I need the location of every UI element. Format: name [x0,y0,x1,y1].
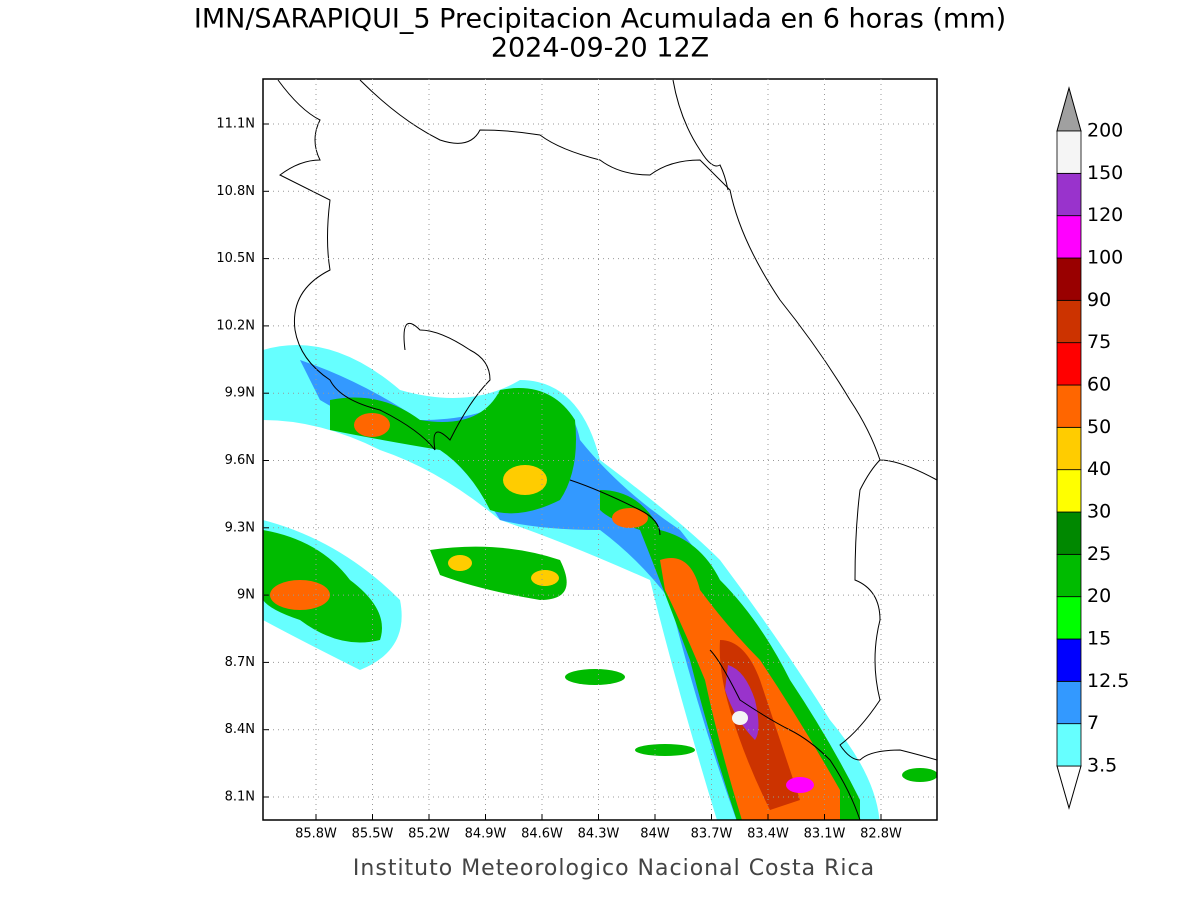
lat-tick-label: 10.8N [216,184,255,199]
colorbar-band [1056,130,1082,174]
lon-tick-label: 84.9W [465,827,507,842]
lat-tick-label: 11.1N [216,117,255,132]
coastline [359,79,937,481]
rain-area [531,570,559,586]
colorbar-label: 40 [1087,458,1111,480]
subtitle: 2024-09-20 12Z [491,33,709,64]
colorbar-label: 30 [1087,501,1111,523]
lat-tick-label: 10.2N [216,318,255,333]
colorbar-label: 50 [1087,416,1111,438]
colorbar-band [1056,723,1082,767]
under-triangle [1056,765,1082,810]
colorbar-band [1056,342,1082,386]
colorbar-label: 7 [1087,712,1099,734]
colorbar-label: 200 [1087,120,1123,142]
colorbar-band [1056,257,1082,301]
lon-tick-label: 85.2W [408,827,450,842]
rain-area [612,508,648,528]
colorbar-label: 60 [1087,374,1111,396]
lat-tick-label: 10.5N [216,251,255,266]
lon-tick-label: 85.5W [352,827,394,842]
lat-tick-label: 8.7N [225,655,255,670]
map-frame [262,78,938,821]
rain-area [725,665,759,740]
colorbar-band [1056,172,1082,217]
lon-tick-label: 82.8W [860,827,902,842]
lat-tick-label: 9.3N [225,520,255,535]
footer: Instituto Meteorologico Nacional Costa R… [353,856,875,881]
colorbar-band [1056,384,1082,428]
lon-tick-label: 85.8W [295,827,337,842]
rain-area [354,413,390,437]
colorbar-band [1056,215,1082,259]
rain-area [732,711,748,725]
rain-area [503,465,547,495]
rain-area [635,744,695,756]
lat-tick-label: 8.1N [225,790,255,805]
lon-tick-label: 83.7W [691,827,733,842]
lon-tick-label: 84W [640,827,670,842]
precipitation [263,345,937,820]
colorbar-band [1056,469,1082,513]
lat-tick-label: 9N [237,588,255,603]
lon-tick-label: 83.1W [804,827,846,842]
border [569,479,861,820]
colorbar-label: 20 [1087,585,1111,607]
colorbar-band [1056,680,1082,725]
map: 85.8W 85.5W 85.2W 84.9W 84.6W 84.3W 84W 83.7W 83… [216,78,938,842]
rain-area [448,555,472,571]
colorbar-label: 3.5 [1087,755,1117,777]
coastlines [277,79,937,820]
colorbar-band [1056,426,1082,471]
colorbar-label: 100 [1087,247,1123,269]
colorbar-label: 12.5 [1087,670,1129,692]
colorbar-label: 90 [1087,289,1111,311]
lon-tick-label: 84.6W [521,827,563,842]
rain-area [565,669,625,685]
colorbar-band [1056,638,1082,682]
colorbar-band [1056,511,1082,555]
coastline [839,459,937,761]
lat-tick-label: 9.9N [225,386,255,401]
colorbar-label: 75 [1087,331,1111,353]
rain-area [902,768,937,782]
lat-tick-label: 8.4N [225,722,255,737]
colorbar: 3.5 7 12.5 15 20 25 30 40 50 60 75 90 100 120 150 200 [1056,86,1129,810]
lon-tick-label: 84.3W [578,827,620,842]
lat-tick-label: 9.6N [225,453,255,468]
colorbar-label: 15 [1087,628,1111,650]
rain-area [786,777,814,793]
rain-area [270,580,330,610]
coastline [277,79,491,451]
colorbar-label: 25 [1087,543,1111,565]
title: IMN/SARAPIQUI_5 Precipitacion Acumulada … [194,4,1006,35]
colorbar-label: 120 [1087,204,1123,226]
colorbar-band [1056,596,1082,640]
lon-tick-label: 83.4W [747,827,789,842]
colorbar-band [1056,553,1082,598]
colorbar-label: 150 [1087,162,1123,184]
colorbar-band [1056,299,1082,344]
over-triangle [1056,86,1082,132]
border [672,79,729,191]
